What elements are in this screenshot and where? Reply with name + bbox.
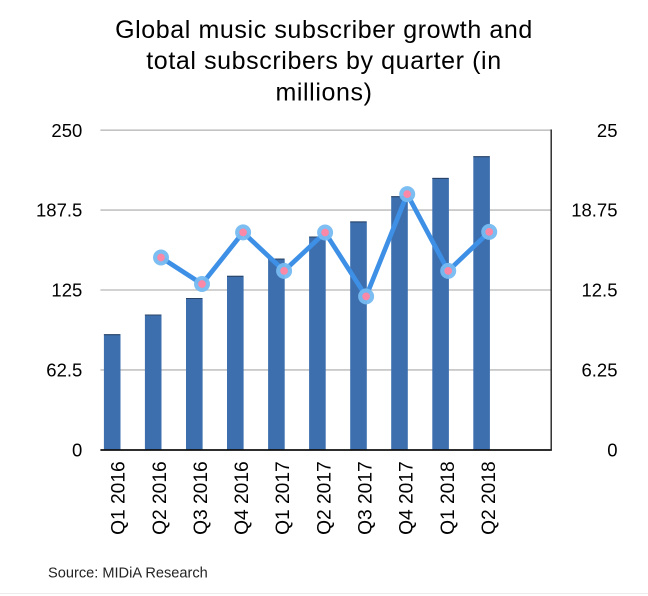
svg-text:6.25: 6.25: [581, 360, 617, 381]
svg-text:187.5: 187.5: [36, 200, 82, 221]
svg-text:Q2 2017: Q2 2017: [314, 461, 335, 535]
svg-text:18.75: 18.75: [571, 200, 617, 221]
svg-text:0: 0: [607, 439, 617, 460]
svg-text:Q3 2017: Q3 2017: [356, 461, 377, 535]
svg-text:Q1 2016: Q1 2016: [109, 461, 130, 535]
svg-text:Global music subscriber growth: Global music subscriber growth and: [115, 16, 533, 44]
svg-text:Q2 2016: Q2 2016: [150, 461, 171, 535]
svg-text:millions): millions): [275, 78, 372, 106]
svg-text:Q4 2016: Q4 2016: [232, 461, 253, 535]
svg-text:Q4 2017: Q4 2017: [397, 461, 418, 535]
svg-text:Q3 2016: Q3 2016: [191, 461, 212, 535]
svg-text:250: 250: [51, 120, 82, 141]
svg-text:Q1 2017: Q1 2017: [273, 461, 294, 535]
svg-text:total subscribers by quarter (: total subscribers by quarter (in: [146, 47, 501, 75]
svg-text:0: 0: [72, 439, 82, 460]
svg-text:Source: MIDiA Research: Source: MIDiA Research: [48, 565, 208, 581]
svg-text:Q1 2018: Q1 2018: [438, 461, 459, 535]
svg-text:25: 25: [597, 120, 618, 141]
svg-text:12.5: 12.5: [581, 280, 617, 301]
svg-text:Q2 2018: Q2 2018: [479, 461, 500, 535]
svg-text:125: 125: [51, 280, 82, 301]
svg-text:62.5: 62.5: [46, 360, 82, 381]
